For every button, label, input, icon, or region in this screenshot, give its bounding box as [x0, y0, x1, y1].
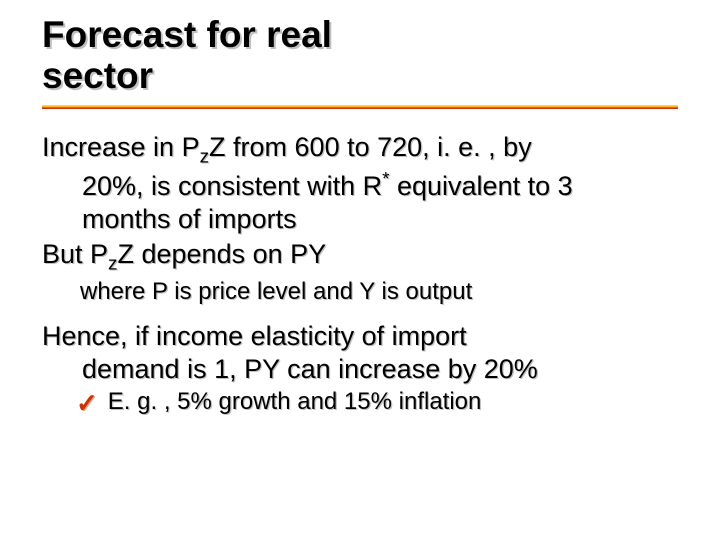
p3-l2: demand is 1, PY can increase by 20%	[82, 354, 538, 384]
check-icon: ✓	[76, 388, 98, 416]
p2-post: Z depends on PY	[118, 239, 327, 269]
bullet-item: ✓ E. g. , 5% growth and 15% inflation	[42, 388, 678, 416]
p2-sub: z	[108, 254, 117, 275]
paragraph-2: But PzZ depends on PY	[42, 238, 678, 275]
p1-l1-post: Z from 600 to 720, i. e. , by	[209, 132, 532, 162]
paragraph-1: Increase in PzZ from 600 to 720, i. e. ,…	[42, 131, 678, 236]
p1-l2-pre: 20%, is consistent with R	[82, 171, 382, 201]
p1-l1-pre: Increase in P	[42, 132, 200, 162]
title-line-1: Forecast for real	[42, 14, 332, 55]
paragraph-3: Hence, if income elasticity of import de…	[42, 320, 678, 386]
p2-pre: But P	[42, 239, 108, 269]
title-underline	[42, 105, 678, 109]
slide-container: Forecast for real sector Increase in PzZ…	[0, 0, 720, 540]
p3-l1: Hence, if income elasticity of import	[42, 321, 467, 351]
bullet-text: E. g. , 5% growth and 15% inflation	[108, 388, 482, 416]
p1-l3: months of imports	[82, 204, 297, 234]
where-clause: where P is price level and Y is output	[42, 278, 678, 306]
p1-l1-sub: z	[200, 146, 209, 167]
slide-title: Forecast for real sector	[42, 14, 678, 97]
title-line-2: sector	[42, 55, 153, 96]
p1-l2-post: equivalent to 3	[389, 171, 572, 201]
